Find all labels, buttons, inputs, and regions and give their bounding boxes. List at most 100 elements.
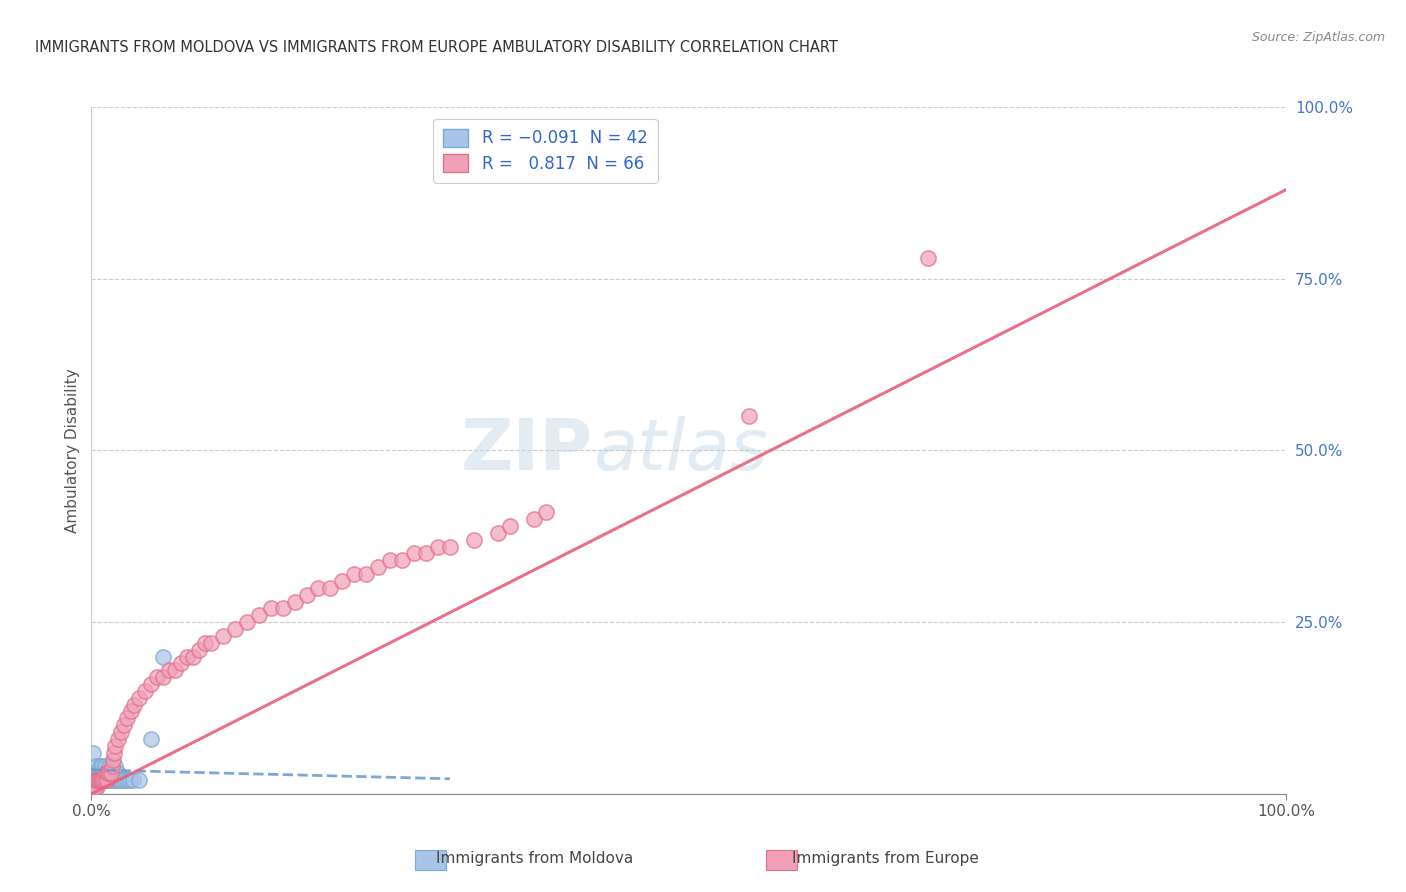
Point [100,766,122,780]
Point [100,759,122,773]
Point [200,636,222,650]
Point [170,657,193,671]
Point [100,766,122,780]
Point [284,594,307,608]
Point [104,759,127,773]
Point [463,533,485,547]
Point [104,773,127,788]
Point [378,553,402,567]
Point [224,622,246,636]
Point [211,629,233,643]
Point [391,553,413,567]
Point [146,670,169,684]
Point [134,683,156,698]
Point [87,773,110,788]
Point [83,773,105,788]
Point [176,649,198,664]
Point [101,773,124,788]
Point [118,773,141,788]
Point [181,649,204,664]
Point [110,725,132,739]
Point [128,690,150,705]
Point [103,746,125,760]
Point [115,773,138,788]
Point [84,773,107,788]
Point [97,773,120,788]
Point [87,766,110,780]
Point [94,766,117,780]
Point [87,773,110,788]
Point [426,540,449,554]
Point [295,588,318,602]
Point [96,766,118,780]
Point [84,759,107,773]
Point [82,766,104,780]
Point [86,780,108,794]
Legend: R = −0.091  N = 42, R =   0.817  N = 66: R = −0.091 N = 42, R = 0.817 N = 66 [433,119,658,183]
Point [93,766,114,780]
Text: IMMIGRANTS FROM MOLDOVA VS IMMIGRANTS FROM EUROPE AMBULATORY DISABILITY CORRELAT: IMMIGRANTS FROM MOLDOVA VS IMMIGRANTS FR… [35,40,838,55]
Text: atlas: atlas [593,416,768,485]
Point [110,773,132,788]
Point [89,759,111,773]
Point [96,773,118,788]
Point [415,546,437,561]
Point [498,519,520,533]
Point [367,560,389,574]
Point [124,698,146,712]
Point [534,505,557,519]
Point [112,718,135,732]
Point [235,615,259,630]
Text: ZIP: ZIP [461,416,593,485]
Point [107,731,129,746]
Y-axis label: Ambulatory Disability: Ambulatory Disability [65,368,80,533]
Point [152,649,174,664]
Point [439,540,461,554]
Point [91,773,114,788]
Point [89,773,111,788]
Point [84,766,107,780]
Point [108,773,131,788]
Text: Immigrants from Moldova: Immigrants from Moldova [436,851,633,865]
Point [404,546,426,561]
Point [163,663,186,677]
Point [128,773,150,788]
Point [141,677,162,691]
Point [90,773,112,788]
Point [104,739,127,753]
Point [486,525,509,540]
Point [91,759,114,773]
Point [83,780,105,794]
Point [103,766,125,780]
Point [332,574,354,588]
Point [122,773,145,788]
Point [187,642,211,657]
Point [194,636,217,650]
Point [152,670,174,684]
Point [94,766,117,780]
Point [141,731,162,746]
Point [112,773,135,788]
Point [84,780,107,794]
Point [90,773,112,788]
Point [120,705,142,719]
Point [105,773,128,788]
Point [86,773,108,788]
Point [93,759,115,773]
Point [101,753,124,767]
Point [100,773,122,788]
Point [259,601,281,615]
Point [737,409,759,423]
Point [354,567,377,582]
Point [93,773,115,788]
Point [343,567,366,582]
Point [98,766,121,780]
Point [98,759,121,773]
Point [82,746,104,760]
Point [93,773,114,788]
Point [115,711,138,725]
Point [319,581,342,595]
Point [271,601,294,615]
Point [97,766,120,780]
Point [84,773,107,788]
